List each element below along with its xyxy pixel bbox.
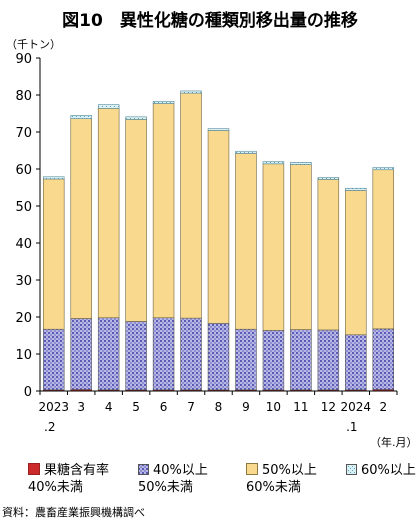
source-note: 資料：農畜産業振興機構調べ <box>2 506 145 519</box>
x-tick-sublabel: .2 <box>44 420 55 434</box>
legend-swatch-over-60 <box>346 464 357 475</box>
bar-segment-s2-7 <box>235 328 257 391</box>
bar-segment-s3-5 <box>180 92 202 319</box>
axes-group: 0 10 20 30 40 50 60 70 80 90 2023 .2 3 4 5 6 7 8 9 10 11 12 20… <box>15 52 398 434</box>
bar-segment-s4-0 <box>42 176 65 180</box>
bar-segment-s4-1 <box>70 115 92 119</box>
y-axis-unit: （千トン） <box>6 38 61 51</box>
bar-segment-s3-0 <box>42 178 65 330</box>
bar-segment-s4-12 <box>372 167 394 171</box>
legend-swatch-50-60 <box>246 463 258 475</box>
legend-label-line1: 60%以上 <box>361 463 416 478</box>
bar-segment-s2-12 <box>372 328 394 390</box>
bar-segment-s4-7 <box>235 150 257 154</box>
bar-segment-s3-4 <box>152 103 175 319</box>
bar-segment-s2-8 <box>262 330 285 391</box>
legend-label-line2: 40%未満 <box>28 480 83 495</box>
legend-label-line2: 50%未満 <box>138 480 193 495</box>
x-tick-label: 9 <box>242 400 250 414</box>
bar-segment-s3-8 <box>262 163 285 331</box>
bar-segment-s3-7 <box>235 153 257 330</box>
bar-segment-s3-6 <box>207 130 230 324</box>
bar-segment-s4-8 <box>262 161 285 165</box>
bar-segment-s3-2 <box>97 108 120 319</box>
y-tick-label: 90 <box>15 52 32 67</box>
x-tick-label: 6 <box>160 400 168 414</box>
x-tick-label: 10 <box>266 400 281 414</box>
bar-segment-s3-1 <box>70 118 92 319</box>
x-tick-label: 2 <box>379 400 387 414</box>
bar-segment-s3-9 <box>290 164 312 330</box>
bar-segment-s2-4 <box>152 317 175 391</box>
legend-swatch-under-40 <box>28 463 40 475</box>
bar-segment-s2-0 <box>42 328 65 391</box>
x-tick-label: 11 <box>293 400 308 414</box>
bar-segment-s2-6 <box>207 322 230 391</box>
x-tick-sublabel: .1 <box>346 420 357 434</box>
y-tick-label: 40 <box>15 237 32 252</box>
x-axis-unit: （年.月） <box>370 436 418 449</box>
legend-item-40-50: 40%以上 50%未満 <box>138 462 208 496</box>
bar-segment-s4-5 <box>180 90 202 94</box>
bar-segment-s3-12 <box>372 169 394 330</box>
bar-segment-s3-3 <box>125 119 147 322</box>
bar-segment-s2-2 <box>97 317 120 391</box>
y-tick-label: 10 <box>15 348 32 363</box>
chart-title: 図10 異性化糖の種類別移出量の推移 <box>62 11 358 31</box>
y-tick-label: 0 <box>24 385 32 400</box>
x-tick-label: 2024 <box>341 400 372 414</box>
x-tick-label: 12 <box>321 400 336 414</box>
legend-item-under-40: 果糖含有率 40%未満 <box>28 462 109 496</box>
legend-label-line1: 果糖含有率 <box>44 463 110 478</box>
bar-segment-s2-11 <box>345 334 367 391</box>
y-tick-label: 80 <box>15 89 32 104</box>
bar-segment-s4-2 <box>97 104 120 109</box>
legend-item-50-60: 50%以上 60%未満 <box>246 462 317 496</box>
y-tick-label: 60 <box>15 163 32 178</box>
bar-segment-s2-10 <box>317 329 340 391</box>
x-tick-label: 3 <box>77 400 85 414</box>
bar-segment-s2-1 <box>70 318 92 390</box>
x-tick-label: 4 <box>105 400 113 414</box>
bar-segment-s4-11 <box>345 187 367 191</box>
bar-segment-s4-4 <box>152 100 175 104</box>
bar-segment-s3-10 <box>317 179 340 331</box>
x-tick-label: 2023 <box>38 400 69 414</box>
legend-label-line2: 60%未満 <box>246 480 301 495</box>
y-tick-label: 30 <box>15 274 32 289</box>
bar-segment-s4-6 <box>207 128 230 131</box>
x-tick-label: 8 <box>215 400 223 414</box>
bar-segment-s4-3 <box>125 116 147 120</box>
bar-segment-s2-3 <box>125 321 147 391</box>
x-tick-label: 5 <box>132 400 140 414</box>
y-tick-label: 20 <box>15 311 32 326</box>
bars-group <box>42 90 394 392</box>
y-tick-label: 70 <box>15 126 32 141</box>
bar-segment-s2-5 <box>180 317 202 391</box>
stacked-bar-chart: 0 10 20 30 40 50 60 70 80 90 2023 .2 3 4 5 6 7 8 9 10 11 12 20… <box>15 52 398 434</box>
legend-label-line1: 40%以上 <box>153 463 208 478</box>
legend-item-over-60: 60%以上 <box>346 462 416 479</box>
bar-segment-s4-10 <box>317 177 340 180</box>
legend-label-line1: 50%以上 <box>262 463 317 478</box>
bar-segment-s3-11 <box>345 190 367 336</box>
bar-segment-s4-9 <box>290 162 312 165</box>
bar-segment-s2-9 <box>290 329 312 391</box>
y-tick-label: 50 <box>15 200 32 215</box>
legend-swatch-40-50 <box>138 464 149 475</box>
x-tick-label: 7 <box>187 400 195 414</box>
